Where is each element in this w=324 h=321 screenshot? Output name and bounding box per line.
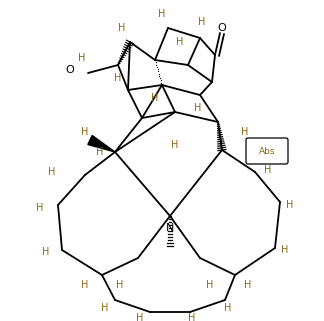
FancyBboxPatch shape xyxy=(246,138,288,164)
Text: H: H xyxy=(118,23,126,33)
Text: H: H xyxy=(188,313,196,321)
Text: H: H xyxy=(78,53,86,63)
Text: H: H xyxy=(194,103,202,113)
Text: H: H xyxy=(116,280,124,290)
Text: Abs: Abs xyxy=(259,146,275,155)
Text: O: O xyxy=(66,65,75,75)
Text: H: H xyxy=(286,200,294,210)
Text: H: H xyxy=(158,9,166,19)
Text: H: H xyxy=(136,313,144,321)
Text: H: H xyxy=(206,280,214,290)
Text: H: H xyxy=(198,17,206,27)
Text: H: H xyxy=(176,37,184,47)
Text: H: H xyxy=(244,280,252,290)
Text: H: H xyxy=(81,127,89,137)
Text: H: H xyxy=(151,93,159,103)
Text: H: H xyxy=(48,167,56,177)
Text: H: H xyxy=(224,303,232,313)
Text: N: N xyxy=(166,223,174,233)
Text: H: H xyxy=(171,140,179,150)
Text: H: H xyxy=(264,165,272,175)
Text: H: H xyxy=(114,73,122,83)
Text: H: H xyxy=(241,127,249,137)
Text: H: H xyxy=(101,303,109,313)
Text: H: H xyxy=(36,203,44,213)
Polygon shape xyxy=(88,135,115,152)
Text: H: H xyxy=(96,147,104,157)
Text: O: O xyxy=(218,23,226,33)
Text: H: H xyxy=(42,247,50,257)
Text: H: H xyxy=(281,245,289,255)
Text: H: H xyxy=(81,280,89,290)
